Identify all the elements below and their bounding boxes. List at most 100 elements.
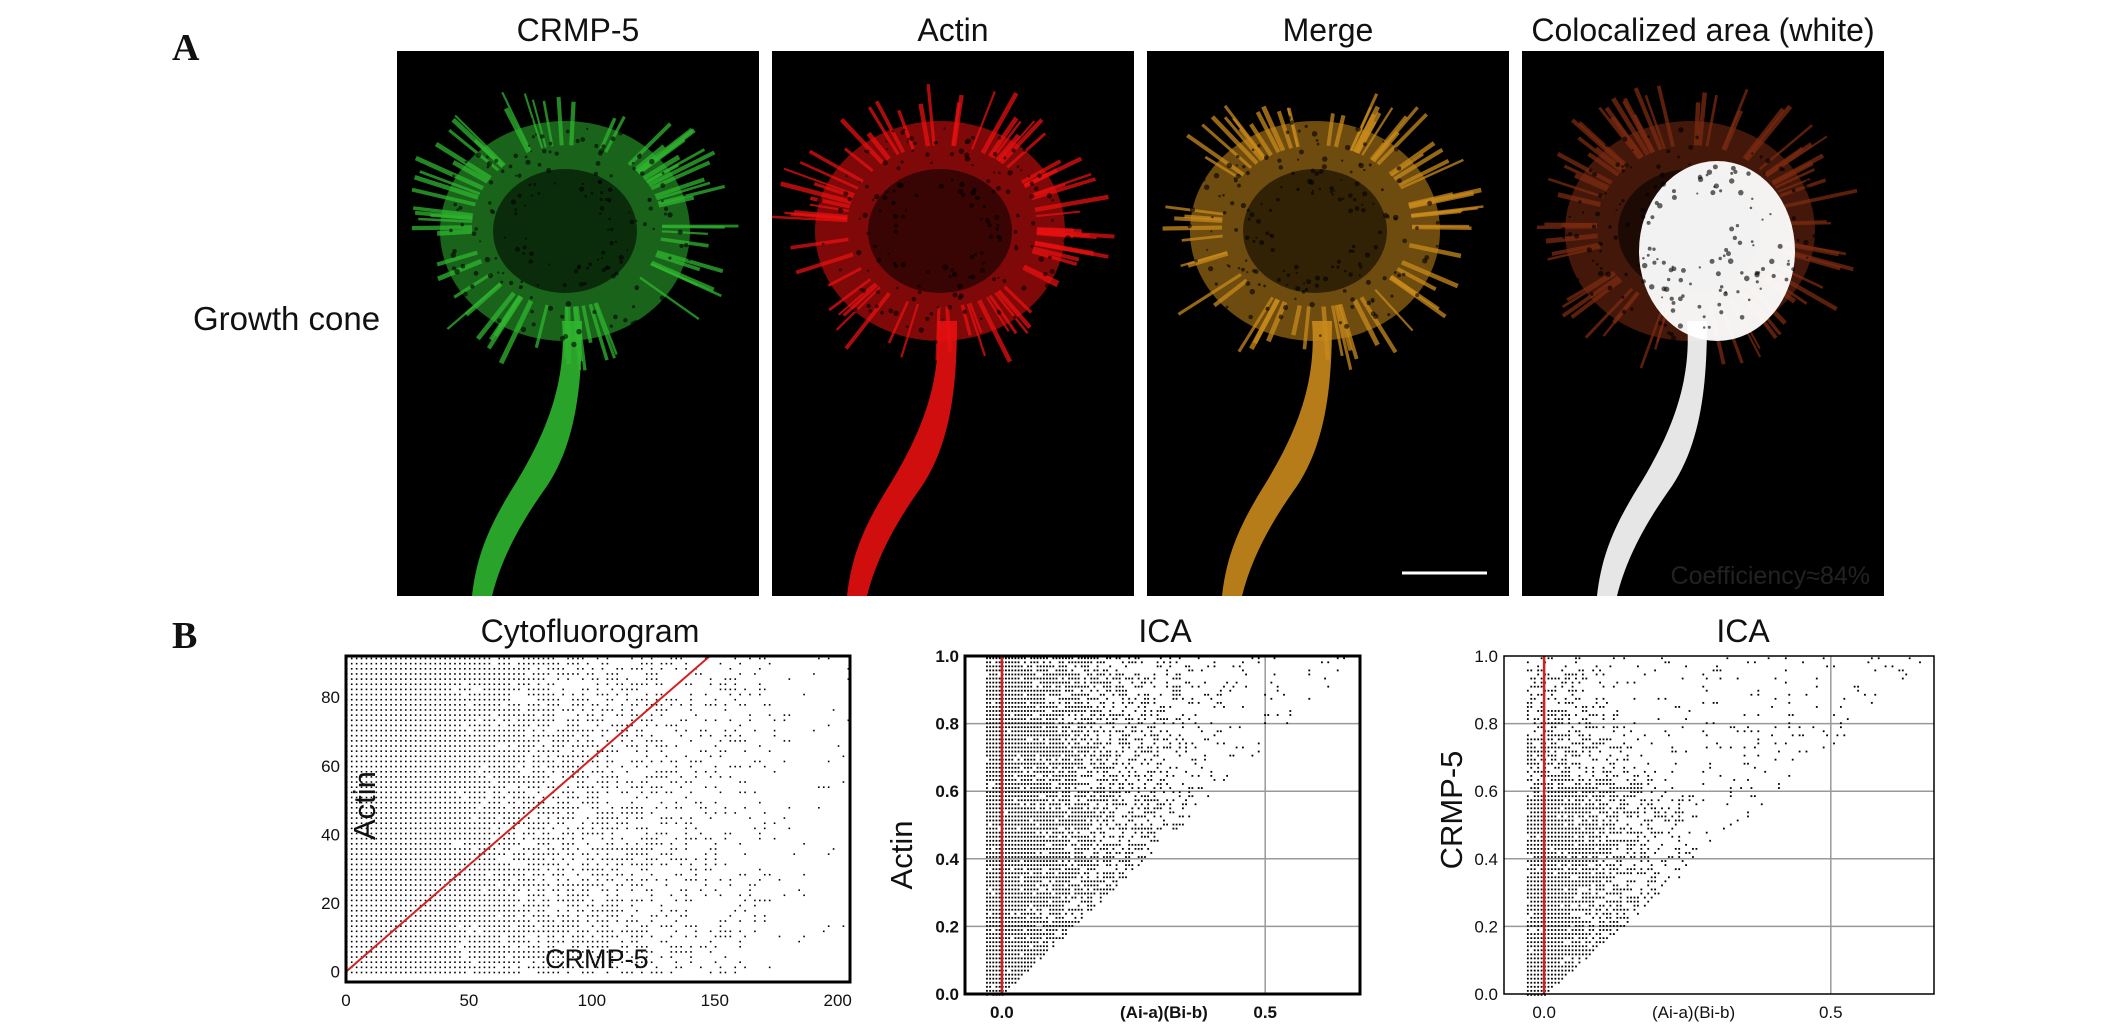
data-point bbox=[414, 781, 417, 783]
data-point bbox=[1084, 815, 1086, 818]
data-point bbox=[493, 770, 496, 773]
data-point bbox=[1042, 904, 1045, 907]
data-point bbox=[414, 945, 417, 948]
data-point bbox=[434, 760, 437, 763]
data-point bbox=[1087, 868, 1089, 871]
data-point bbox=[1020, 916, 1023, 919]
data-point bbox=[405, 734, 407, 737]
data-point bbox=[572, 868, 574, 871]
data-point bbox=[537, 693, 540, 696]
data-point bbox=[1137, 864, 1140, 867]
data-point bbox=[572, 693, 574, 696]
data-point bbox=[518, 791, 520, 794]
data-point bbox=[424, 678, 427, 680]
data-point bbox=[704, 806, 707, 809]
data-point bbox=[1049, 933, 1052, 935]
data-point bbox=[1008, 884, 1010, 887]
data-point bbox=[631, 657, 633, 660]
data-point bbox=[419, 668, 422, 670]
data-point bbox=[1080, 912, 1083, 915]
data-point bbox=[419, 724, 422, 727]
data-point bbox=[1008, 827, 1010, 830]
data-point bbox=[641, 863, 643, 866]
data-point bbox=[650, 951, 653, 953]
data-point bbox=[375, 745, 378, 747]
data-point bbox=[464, 899, 466, 902]
data-point bbox=[1046, 929, 1048, 931]
data-point bbox=[464, 801, 466, 804]
data-point bbox=[468, 879, 471, 881]
data-point bbox=[1052, 929, 1055, 931]
data-point bbox=[424, 806, 427, 809]
data-point bbox=[1020, 957, 1023, 960]
data-point bbox=[434, 770, 437, 773]
data-point bbox=[454, 765, 456, 768]
data-point bbox=[611, 812, 614, 814]
data-point bbox=[621, 899, 623, 902]
data-point bbox=[998, 973, 1001, 976]
data-point bbox=[1011, 977, 1014, 980]
data-point bbox=[444, 822, 446, 825]
data-point bbox=[577, 961, 579, 964]
data-point bbox=[1118, 823, 1121, 826]
data-point bbox=[380, 827, 383, 830]
data-point bbox=[1077, 823, 1080, 826]
data-point bbox=[380, 755, 383, 758]
data-point bbox=[523, 745, 525, 747]
data-point bbox=[803, 843, 805, 845]
data-point bbox=[685, 848, 687, 850]
data-point bbox=[355, 832, 358, 835]
data-point bbox=[414, 837, 417, 840]
data-point bbox=[1036, 896, 1039, 899]
data-point bbox=[626, 678, 628, 680]
data-point bbox=[655, 966, 658, 969]
data-point bbox=[390, 657, 392, 660]
data-point bbox=[734, 812, 737, 814]
data-point bbox=[606, 760, 609, 763]
data-point bbox=[395, 786, 397, 788]
data-point bbox=[400, 858, 402, 861]
data-point bbox=[395, 868, 397, 871]
data-point bbox=[537, 709, 540, 711]
data-point bbox=[395, 812, 397, 814]
data-point bbox=[1046, 860, 1048, 862]
data-point bbox=[631, 848, 633, 850]
data-point bbox=[641, 827, 643, 830]
data-point bbox=[355, 863, 358, 866]
data-point bbox=[375, 930, 378, 933]
data-point bbox=[1172, 811, 1175, 814]
data-point bbox=[611, 698, 614, 701]
data-point bbox=[1055, 896, 1058, 899]
data-point bbox=[631, 956, 633, 958]
data-point bbox=[414, 729, 417, 732]
data-point bbox=[508, 750, 510, 752]
data-point bbox=[380, 868, 383, 871]
data-point bbox=[601, 956, 604, 958]
data-point bbox=[478, 673, 481, 675]
data-point bbox=[778, 935, 781, 938]
data-point bbox=[992, 823, 995, 826]
data-point bbox=[390, 863, 392, 866]
data-point bbox=[1125, 876, 1127, 879]
data-point bbox=[1074, 888, 1077, 891]
data-point bbox=[1033, 835, 1036, 838]
data-point bbox=[1008, 925, 1010, 927]
data-point bbox=[1049, 811, 1052, 814]
data-point bbox=[390, 729, 392, 732]
data-point bbox=[459, 894, 461, 897]
data-point bbox=[449, 719, 451, 722]
data-point bbox=[1014, 977, 1017, 980]
data-point bbox=[409, 719, 412, 722]
data-point bbox=[434, 693, 437, 696]
data-point bbox=[375, 734, 378, 737]
data-point bbox=[395, 827, 397, 830]
data-point bbox=[1061, 888, 1064, 891]
data-point bbox=[596, 961, 599, 964]
data-point bbox=[493, 704, 496, 706]
data-point bbox=[665, 863, 668, 866]
data-point bbox=[1090, 908, 1093, 911]
data-point bbox=[606, 781, 609, 783]
data-point bbox=[429, 930, 432, 933]
data-point bbox=[424, 719, 427, 722]
data-point bbox=[695, 760, 697, 763]
